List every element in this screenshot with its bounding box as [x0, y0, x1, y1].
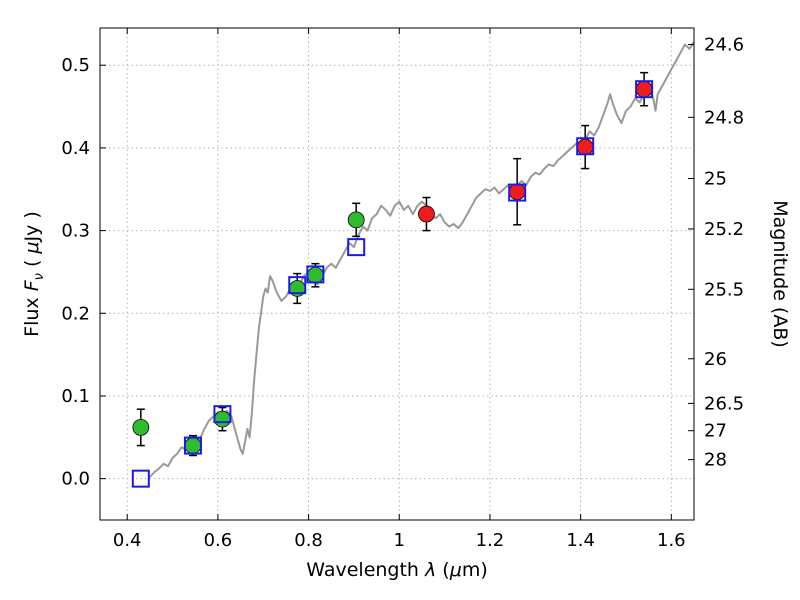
y-tick-right-label: 25.2	[704, 219, 744, 240]
axes-frame	[99, 27, 695, 521]
red-photometry-marker	[576, 138, 594, 156]
y-tick-left-label: 0.0	[61, 469, 90, 490]
model-photometry-squares-marker	[306, 265, 325, 284]
green-photometry-marker	[184, 437, 202, 454]
y-tick-left-label: 0.2	[61, 303, 90, 324]
green-photometry-marker	[214, 410, 231, 428]
y-tick-right-label: 25	[704, 168, 727, 189]
model-photometry-squares-marker	[347, 238, 366, 257]
y-axis-right-label: Magnitude (AB)	[769, 200, 791, 348]
y-tick-left-label: 0.1	[61, 386, 90, 407]
green-photometry-marker	[347, 211, 365, 229]
x-axis-label: Wavelength λ (μm)	[306, 559, 487, 581]
model-photometry-squares-marker	[183, 436, 202, 455]
y-tick-right-label: 27	[704, 421, 727, 442]
model-spectrum-line	[149, 41, 695, 478]
x-tick-label: 1.2	[476, 530, 505, 551]
green-photometry-marker	[132, 418, 150, 436]
y-tick-left-label: 0.4	[61, 138, 90, 159]
y-tick-right-label: 26	[704, 349, 727, 370]
green-photometry-marker	[306, 266, 324, 284]
red-photometry-marker	[508, 183, 526, 201]
x-tick-label: 0.8	[294, 530, 323, 551]
red-photometry-marker	[418, 205, 435, 223]
y-tick-right-label: 24.6	[704, 35, 744, 56]
y-tick-right-label: 28	[704, 450, 727, 471]
y-tick-right-label: 25.5	[704, 279, 744, 300]
model-photometry-squares-marker	[213, 405, 232, 424]
y-tick-right-label: 26.5	[704, 393, 744, 414]
x-tick-label: 0.4	[113, 530, 142, 551]
x-tick-label: 1.6	[657, 530, 686, 551]
model-photometry-squares-marker	[635, 80, 654, 99]
model-photometry-squares-marker	[508, 183, 527, 202]
red-photometry-marker	[635, 80, 653, 98]
model-photometry-squares-marker	[288, 276, 307, 295]
model-photometry-squares-marker	[131, 469, 150, 488]
y-tick-right-label: 24.8	[704, 107, 744, 128]
y-tick-left-label: 0.3	[61, 221, 90, 242]
x-tick-label: 0.6	[204, 530, 233, 551]
model-photometry-squares-marker	[576, 137, 595, 156]
x-tick-label: 1.4	[566, 530, 595, 551]
x-tick-label: 1	[394, 530, 405, 551]
y-axis-left-label: Flux Fν ( μJy )	[21, 211, 47, 337]
y-tick-left-label: 0.5	[61, 55, 90, 76]
